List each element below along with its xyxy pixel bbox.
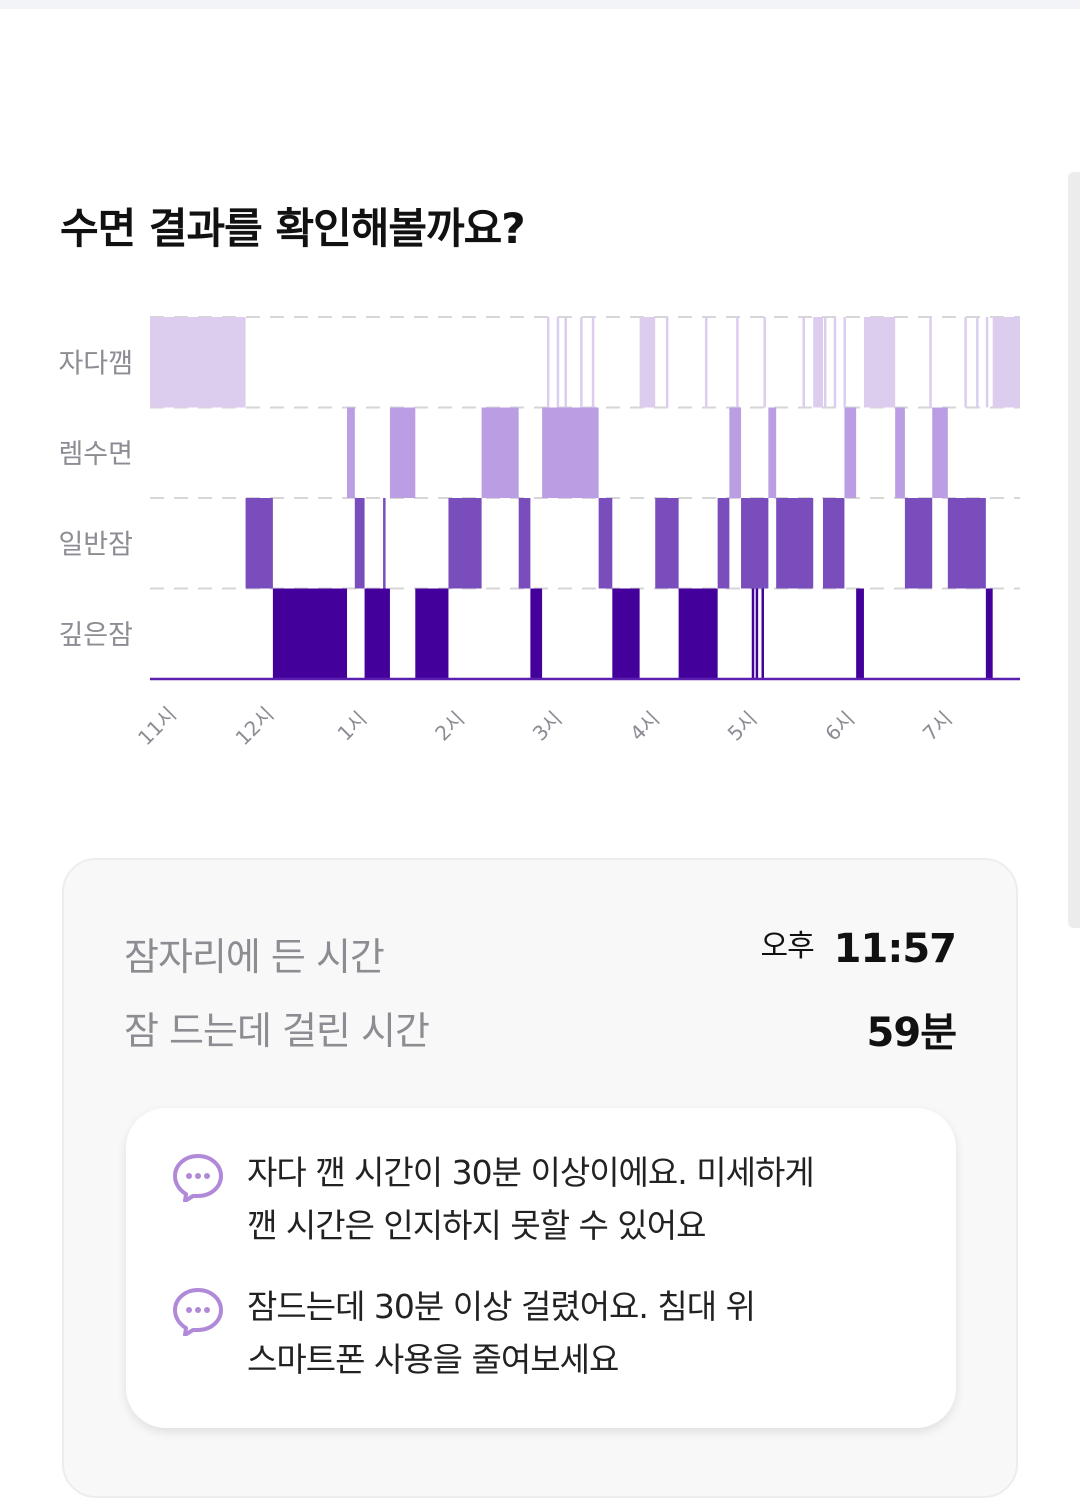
latency-label: 잠 드는데 걸린 시간 xyxy=(124,1009,430,1053)
sleep-summary-card: 잠자리에 든 시간 오후 11:57 잠 드는데 걸린 시간 59분 자다 깬 시… xyxy=(62,858,1018,1498)
light-spike xyxy=(765,498,768,589)
rem-spike xyxy=(560,407,564,498)
segment-rem xyxy=(895,407,905,498)
bedtime-value: 오후 11:57 xyxy=(760,926,957,972)
segment-deep xyxy=(985,588,993,679)
status-strip xyxy=(0,0,1080,9)
deep-spike xyxy=(751,588,755,679)
tip-line: 잠드는데 30분 이상 걸렸어요. 침대 위 xyxy=(247,1287,756,1326)
x-tick-label: 5시 xyxy=(723,707,762,746)
segment-rem xyxy=(481,407,519,498)
segment-deep xyxy=(272,588,348,679)
wake-spike xyxy=(823,317,827,408)
wake-spike xyxy=(648,317,651,408)
segment-light xyxy=(245,498,273,589)
tip-text: 자다 깬 시간이 30분 이상이에요. 미세하게 깬 시간은 인지하지 못할 수… xyxy=(247,1146,815,1252)
y-tick-label: 깊은잠 xyxy=(58,620,133,651)
wake-spike xyxy=(546,317,550,408)
wake-spike xyxy=(665,317,669,408)
bedtime-label: 잠자리에 든 시간 xyxy=(124,935,385,979)
x-tick-label: 7시 xyxy=(918,707,957,746)
segment-light xyxy=(655,498,679,589)
segment-light xyxy=(518,498,531,589)
latency-value: 59분 xyxy=(866,1010,957,1056)
segment-rem xyxy=(389,407,416,498)
wake-spike xyxy=(591,317,595,408)
segment-deep xyxy=(364,588,390,679)
segment-rem xyxy=(844,407,857,498)
wake-spike xyxy=(704,317,708,408)
x-tick-label: 12시 xyxy=(231,702,279,750)
wake-spike xyxy=(999,317,1002,408)
segment-wake xyxy=(863,317,896,408)
y-tick-label: 일반잠 xyxy=(58,529,133,560)
wake-spike xyxy=(976,317,979,408)
segment-rem xyxy=(932,407,948,498)
wake-spike xyxy=(556,317,560,408)
segment-rem xyxy=(729,407,742,498)
rem-spike xyxy=(587,407,591,498)
wake-spike xyxy=(833,317,837,408)
wake-spike xyxy=(580,317,583,408)
tip-line: 깬 시간은 인지하지 못할 수 있어요 xyxy=(247,1206,706,1245)
wake-spike xyxy=(843,317,846,408)
tips-box: 자다 깬 시간이 30분 이상이에요. 미세하게 깬 시간은 인지하지 못할 수… xyxy=(126,1108,956,1428)
segment-deep xyxy=(856,588,864,679)
light-spike xyxy=(726,498,729,589)
x-tick-label: 4시 xyxy=(625,707,664,746)
y-tick-label: 자다깸 xyxy=(58,348,133,379)
segment-light xyxy=(822,498,845,589)
tip-line: 자다 깬 시간이 30분 이상이에요. 미세하게 xyxy=(247,1153,815,1192)
wake-spike xyxy=(985,317,989,408)
segment-deep xyxy=(415,588,449,679)
segment-wake xyxy=(992,317,1020,408)
scrollbar[interactable] xyxy=(1068,172,1080,928)
segment-deep xyxy=(678,588,718,679)
segment-light xyxy=(717,498,730,589)
segment-deep xyxy=(612,588,640,679)
wake-spike xyxy=(736,317,739,408)
chat-bubble-icon xyxy=(173,1288,223,1336)
bedtime-time: 11:57 xyxy=(833,926,957,972)
bedtime-ampm: 오후 xyxy=(760,929,814,964)
segment-deep xyxy=(530,588,543,679)
wake-spike xyxy=(929,317,932,408)
wake-spike xyxy=(564,317,567,408)
x-tick-label: 6시 xyxy=(820,707,859,746)
segment-light xyxy=(904,498,933,589)
segment-wake xyxy=(150,317,246,408)
wake-spike xyxy=(763,317,766,408)
tip-text: 잠드는데 30분 이상 걸렸어요. 침대 위 스마트폰 사용을 줄여보세요 xyxy=(247,1280,756,1386)
y-tick-label: 렘수면 xyxy=(58,439,133,470)
latency-row: 잠 드는데 걸린 시간 59분 xyxy=(124,1000,957,1056)
segment-light xyxy=(354,498,365,589)
segment-light xyxy=(741,498,769,589)
segment-wake xyxy=(813,317,823,408)
x-tick-label: 1시 xyxy=(333,707,372,746)
segment-light xyxy=(776,498,814,589)
tip-line: 스마트폰 사용을 줄여보세요 xyxy=(247,1340,619,1379)
chat-bubble-icon xyxy=(173,1154,223,1202)
segment-light xyxy=(598,498,613,589)
deep-spike xyxy=(755,588,759,679)
deep-spike xyxy=(761,588,765,679)
bedtime-row: 잠자리에 든 시간 오후 11:57 xyxy=(124,926,957,979)
segment-wake xyxy=(639,317,656,408)
segment-light xyxy=(947,498,986,589)
x-tick-label: 2시 xyxy=(430,707,469,746)
segment-rem xyxy=(768,407,777,498)
page-title: 수면 결과를 확인해볼까요? xyxy=(60,204,526,253)
segment-rem xyxy=(347,407,355,498)
wake-spike xyxy=(964,317,967,408)
wake-spike xyxy=(884,317,887,408)
wake-spike xyxy=(890,317,893,408)
x-tick-label: 11시 xyxy=(133,702,181,750)
segment-light xyxy=(448,498,482,589)
x-tick-label: 3시 xyxy=(528,707,567,746)
wake-spike xyxy=(802,317,805,408)
light-spike xyxy=(383,498,386,589)
